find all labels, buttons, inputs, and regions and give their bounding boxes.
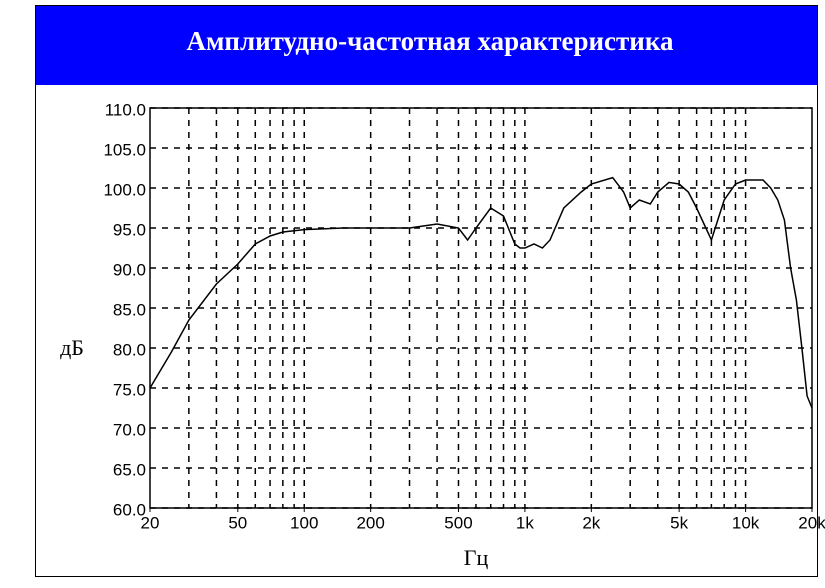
y-tick-label: 75.0 bbox=[113, 380, 146, 399]
x-tick-label: 20k bbox=[798, 513, 825, 532]
x-tick-label: 10k bbox=[732, 513, 760, 532]
y-tick-label: 85.0 bbox=[113, 300, 146, 319]
x-tick-label: 2k bbox=[582, 513, 600, 532]
y-tick-label: 110.0 bbox=[105, 100, 146, 119]
y-tick-label: 65.0 bbox=[113, 460, 146, 479]
y-tick-label: 60.0 bbox=[113, 500, 146, 519]
plot-border bbox=[149, 107, 813, 509]
x-tick-label: 5k bbox=[670, 513, 688, 532]
y-axis-label: дБ bbox=[60, 335, 84, 360]
chart-title: Амплитудно-частотная характеристика bbox=[187, 26, 674, 56]
x-tick-label: 1k bbox=[516, 513, 534, 532]
y-tick-label: 90.0 bbox=[113, 260, 146, 279]
y-tick-label: 105.0 bbox=[103, 140, 146, 159]
frame bbox=[35, 5, 818, 577]
x-axis-label: Гц bbox=[464, 545, 489, 570]
y-tick-label: 70.0 bbox=[113, 420, 146, 439]
x-tick-label: 50 bbox=[228, 513, 247, 532]
x-tick-label: 500 bbox=[444, 513, 472, 532]
x-tick-label: 100 bbox=[290, 513, 318, 532]
y-tick-label: 100.0 bbox=[103, 180, 146, 199]
y-tick-label: 95.0 bbox=[113, 220, 146, 239]
y-tick-label: 80.0 bbox=[113, 340, 146, 359]
x-tick-label: 20 bbox=[141, 513, 160, 532]
response-line bbox=[149, 176, 813, 409]
x-tick-label: 200 bbox=[356, 513, 384, 532]
title-banner bbox=[36, 6, 817, 85]
